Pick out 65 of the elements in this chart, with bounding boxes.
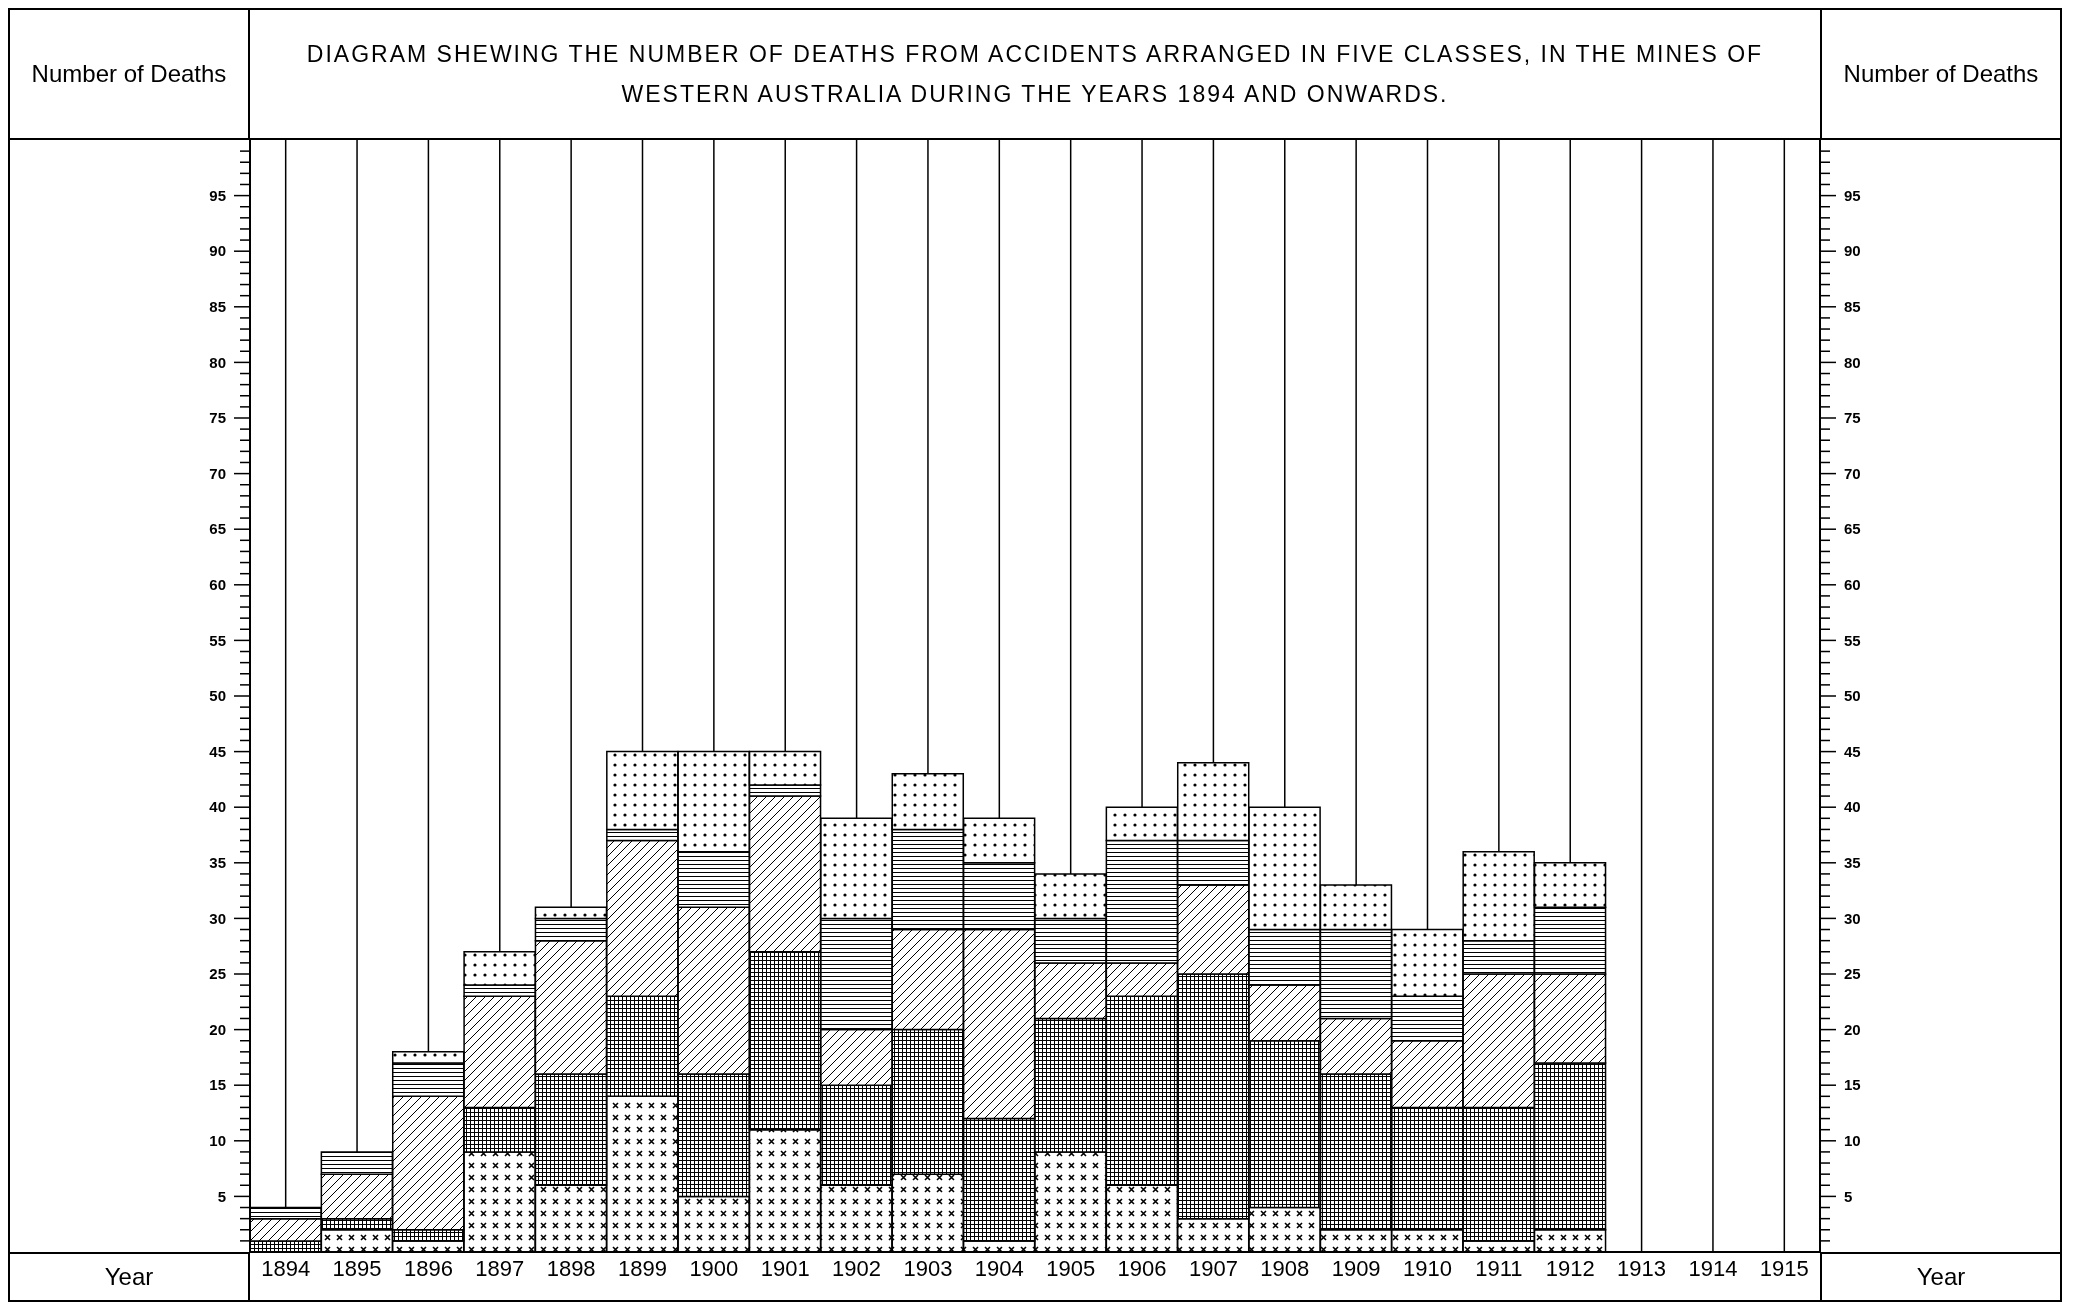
x-tick-label: 1903 <box>903 1255 953 1281</box>
y-tick-label: 5 <box>217 1187 226 1205</box>
x-tick-label: 1913 <box>1617 1255 1667 1281</box>
x-tick-label: 1911 <box>1475 1255 1523 1281</box>
x-tick-label: 1895 <box>332 1255 382 1281</box>
y-tick-label: 30 <box>209 909 226 927</box>
y2-tick-label: 25 <box>1844 965 1861 983</box>
y-tick-label: 55 <box>209 631 226 649</box>
y-tick-label: 25 <box>209 965 226 983</box>
x-tick-label: 1897 <box>475 1255 525 1281</box>
y-tick-label: 80 <box>209 353 226 371</box>
x-axis-title: Year <box>10 1252 250 1300</box>
y2-tick-label: 90 <box>1844 242 1861 260</box>
y2-tick-label: 60 <box>1844 576 1861 594</box>
x-tick-label: 1915 <box>1759 1255 1809 1281</box>
y2-tick-label: 5 <box>1844 1187 1853 1205</box>
x-tick-label: 1910 <box>1403 1255 1452 1281</box>
y-tick-label: 65 <box>209 520 226 538</box>
y-tick-label: 90 <box>209 242 226 260</box>
y2-tick-label: 80 <box>1844 353 1861 371</box>
y-tick-label: 95 <box>209 186 226 204</box>
y-tick-label: 75 <box>209 409 226 427</box>
x-tick-label: 1902 <box>832 1255 882 1281</box>
y-tick-label: 10 <box>209 1132 226 1150</box>
y2-tick-label: 75 <box>1844 409 1861 427</box>
y2-tick-label: 40 <box>1844 798 1861 816</box>
y2-tick-label: 85 <box>1844 298 1861 316</box>
y2-axis-title: Number of Deaths <box>1820 10 2060 138</box>
y2-tick-label: 45 <box>1844 742 1861 760</box>
text: Year <box>1916 1263 1966 1290</box>
y2-tick-label: 30 <box>1844 909 1861 927</box>
y-tick-label: 20 <box>209 1020 226 1038</box>
y-tick-label: 40 <box>209 798 226 816</box>
x-tick-label: 1894 <box>261 1255 311 1281</box>
x-tick-label: 1914 <box>1688 1255 1738 1281</box>
x-tick-label: 1905 <box>1046 1255 1096 1281</box>
y2-tick-label: 55 <box>1844 631 1861 649</box>
x-tick-label: 1899 <box>618 1255 667 1281</box>
y2-tick-label: 15 <box>1844 1076 1861 1094</box>
y-tick-label: 50 <box>209 687 226 705</box>
chart-title: DIAGRAM SHEWING THE NUMBER OF DEATHS FROM ACCIDENTS ARRANGED IN FIVE CLASSES, IN THE MINES OF WESTERN AUSTRALIA DURING THE YEARS 1894 AND ONWARDS. <box>305 40 1765 109</box>
y2-tick-label: 65 <box>1844 520 1861 538</box>
x-tick-label: 1909 <box>1331 1255 1381 1281</box>
y2-tick-label: 70 <box>1844 464 1861 482</box>
x-tick-label: 1907 <box>1188 1255 1238 1281</box>
y2-tick-label: 20 <box>1844 1020 1861 1038</box>
y2-tick-label: 35 <box>1844 854 1861 872</box>
y2-tick-label: 50 <box>1844 687 1861 705</box>
x-tick-label: 1904 <box>974 1255 1024 1281</box>
x-tick-label: 1901 <box>760 1255 810 1281</box>
x-tick-label: 1912 <box>1545 1255 1595 1281</box>
x-tick-label: 1898 <box>546 1255 596 1281</box>
y-axis-title: Number of Deaths <box>10 10 250 138</box>
x-tick-label: 1900 <box>689 1255 739 1281</box>
x-tick-label: 1896 <box>403 1255 453 1281</box>
y-tick-label: 60 <box>209 576 226 594</box>
y-tick-label: 85 <box>209 298 226 316</box>
y-tick-label: 45 <box>209 742 226 760</box>
y2-tick-label: 10 <box>1844 1132 1861 1150</box>
y-tick-label: 70 <box>209 464 226 482</box>
y-tick-label: 15 <box>209 1076 226 1094</box>
x-tick-label: 1908 <box>1260 1255 1310 1281</box>
x-tick-label: 1906 <box>1117 1255 1167 1281</box>
y2-tick-label: 95 <box>1844 186 1861 204</box>
y-tick-label: 35 <box>209 854 226 872</box>
